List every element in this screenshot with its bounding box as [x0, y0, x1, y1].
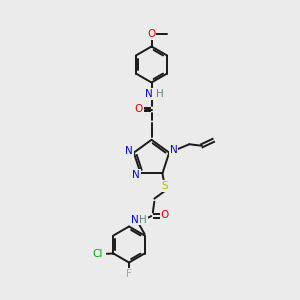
Text: N: N — [170, 145, 178, 155]
Text: S: S — [161, 181, 168, 191]
Text: O: O — [147, 29, 156, 39]
Text: O: O — [135, 104, 143, 115]
Text: H: H — [139, 214, 147, 225]
Text: H: H — [156, 89, 164, 99]
Text: Cl: Cl — [93, 249, 103, 259]
Text: N: N — [131, 214, 138, 225]
Text: N: N — [125, 146, 133, 156]
Text: N: N — [145, 89, 153, 99]
Text: N: N — [132, 170, 140, 180]
Text: O: O — [161, 210, 169, 220]
Text: F: F — [126, 269, 132, 279]
